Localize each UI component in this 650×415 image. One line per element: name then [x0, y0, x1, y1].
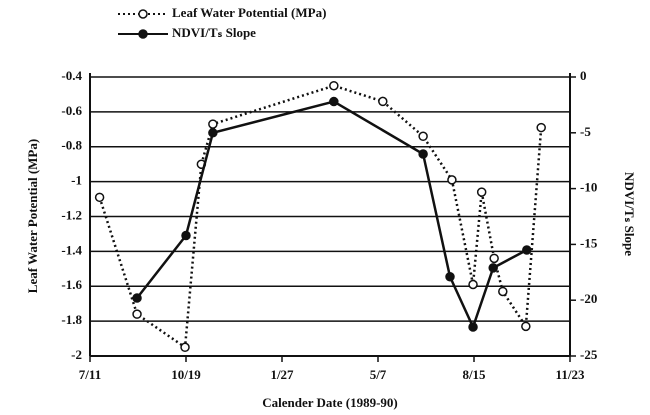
series-line: [136, 100, 528, 331]
data-point: [498, 286, 508, 297]
y2-tick-label: -5: [580, 124, 591, 139]
data-point: [329, 80, 339, 91]
data-point: [445, 272, 455, 282]
data-point: [94, 192, 105, 203]
y-tick-label: -2: [71, 347, 82, 362]
data-point: [418, 149, 428, 159]
x-tick-label: 7/11: [79, 367, 101, 382]
data-point: [378, 96, 388, 107]
data-point: [476, 187, 487, 197]
series-line: [98, 84, 543, 350]
data-point: [468, 279, 478, 290]
data-point: [418, 131, 428, 142]
legend-label: NDVI/Tₛ Slope: [172, 25, 256, 40]
data-point: [329, 96, 339, 107]
data-point: [181, 230, 191, 241]
x-tick-label: 8/15: [462, 367, 486, 382]
y-tick-label: -1.4: [61, 242, 82, 257]
data-point: [522, 245, 532, 255]
data-point: [132, 293, 142, 303]
y-tick-label: -1.6: [61, 277, 82, 292]
data-point: [536, 122, 546, 133]
y2-tick-label: -25: [580, 347, 598, 362]
x-tick-label: 1/27: [270, 367, 294, 382]
legend-label: Leaf Water Potential (MPa): [172, 5, 326, 20]
y2-tick-label: 0: [580, 68, 587, 83]
legend-marker: [138, 29, 148, 39]
y2-tick-label: -10: [580, 180, 597, 195]
x-tick-label: 5/7: [370, 367, 387, 382]
y-tick-label: -0.4: [61, 68, 82, 83]
data-point: [208, 119, 218, 129]
data-point: [488, 263, 498, 273]
data-point: [208, 128, 218, 138]
y-axis-label: Leaf Water Potential (MPa): [25, 139, 40, 293]
data-point: [132, 309, 142, 319]
x-tick-label: 10/19: [171, 367, 201, 382]
y-tick-label: -0.6: [61, 103, 82, 118]
data-point: [447, 175, 457, 185]
x-axis-label: Calender Date (1989-90): [262, 395, 398, 410]
y-tick-label: -1.8: [61, 312, 82, 327]
y-tick-label: -1: [71, 173, 82, 188]
data-point: [489, 253, 499, 264]
data-point: [521, 321, 531, 332]
data-point: [180, 342, 190, 353]
x-tick-label: 11/23: [556, 367, 585, 382]
y-tick-label: -1.2: [61, 207, 82, 222]
y2-tick-label: -20: [580, 291, 597, 306]
y-tick-label: -0.8: [61, 138, 82, 153]
data-point: [468, 322, 478, 332]
y2-axis-label: NDVI/Tₛ Slope: [622, 172, 637, 256]
legend-marker: [138, 9, 148, 19]
y2-tick-label: -15: [580, 235, 598, 250]
